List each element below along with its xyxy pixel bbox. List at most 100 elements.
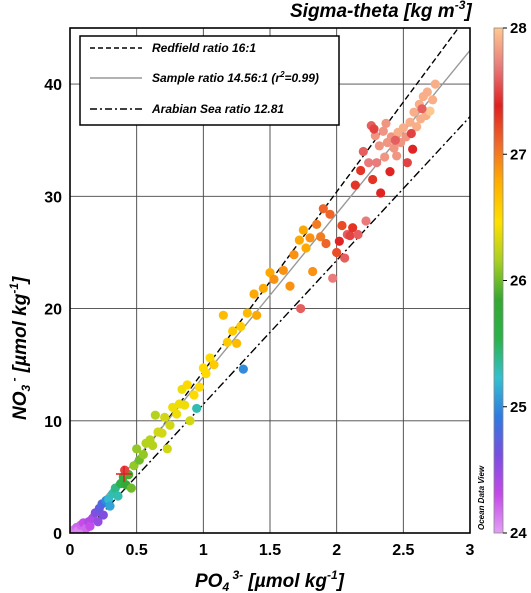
- colorbar-title-main: Sigma-theta [kg m: [290, 1, 455, 22]
- data-point: [182, 380, 192, 390]
- data-point: [385, 167, 395, 177]
- data-point: [340, 253, 350, 263]
- y-axis-label-sup: -: [7, 377, 21, 384]
- data-point: [428, 95, 438, 105]
- x-tick-label: 2.5: [392, 542, 414, 559]
- data-point: [390, 135, 400, 145]
- ocean-data-view-watermark: Ocean Data View: [477, 465, 486, 530]
- data-point: [289, 250, 299, 260]
- data-point: [93, 517, 103, 527]
- data-point: [408, 144, 418, 154]
- data-point: [180, 400, 190, 410]
- data-point: [350, 180, 360, 190]
- x-tick-label: 2: [332, 542, 341, 559]
- data-point: [328, 273, 338, 283]
- legend-label-redfield: Redfield ratio 16:1: [152, 41, 256, 55]
- data-point: [308, 266, 318, 277]
- data-point: [389, 143, 399, 153]
- data-point: [364, 158, 374, 168]
- x-axis-label-close: ]: [336, 571, 345, 592]
- data-point: [162, 444, 172, 454]
- x-axis-label-sup: 3-: [229, 568, 243, 582]
- legend-box: [79, 35, 340, 126]
- y-axis-label-main: NO: [10, 391, 31, 420]
- data-point: [85, 521, 95, 531]
- data-point: [278, 265, 288, 275]
- data-point: [417, 104, 427, 114]
- data-point: [285, 281, 295, 291]
- data-point: [332, 247, 342, 258]
- data-point: [301, 243, 311, 253]
- legend: Redfield ratio 16:1 Sample ratio 14.56:1…: [79, 35, 340, 126]
- x-tick-label: 0: [66, 542, 75, 559]
- data-point: [98, 510, 108, 520]
- x-axis-label-main: PO: [195, 571, 223, 592]
- y-tick-label: 20: [44, 302, 62, 319]
- data-point: [209, 360, 219, 370]
- y-axis-label-text: NO3 - [µmol kg-1]: [7, 276, 33, 420]
- data-point: [398, 123, 408, 133]
- legend-sample-tail: =0.99): [285, 71, 319, 85]
- data-point: [392, 151, 402, 161]
- data-point: [157, 428, 167, 438]
- data-point: [368, 174, 378, 185]
- y-axis-label-sub: 3: [19, 385, 33, 392]
- data-point: [126, 483, 136, 493]
- x-tick-label: 3: [466, 542, 475, 559]
- x-tick-label: 0.5: [126, 542, 148, 559]
- data-point: [318, 204, 328, 214]
- data-point: [337, 220, 347, 231]
- data-point: [189, 390, 199, 400]
- colorbar: [493, 27, 504, 534]
- legend-label-sample: Sample ratio 14.56:1 (r2=0.99): [152, 70, 319, 85]
- colorbar-tick-label: 25: [510, 399, 527, 416]
- data-point: [402, 158, 412, 168]
- x-axis-label-exp: -1: [327, 568, 338, 582]
- data-point: [405, 117, 415, 127]
- red-cross-marker: [116, 466, 132, 482]
- data-point: [249, 289, 259, 299]
- data-point: [348, 223, 358, 233]
- data-point: [242, 308, 252, 318]
- data-point: [422, 87, 432, 97]
- data-point: [374, 141, 384, 151]
- data-point: [381, 118, 391, 128]
- data-point: [378, 126, 388, 136]
- data-point: [269, 274, 279, 284]
- data-point: [228, 326, 238, 336]
- data-point: [218, 310, 228, 320]
- data-point: [205, 353, 215, 363]
- legend-sample-superscript: 2: [279, 70, 285, 79]
- x-tick-label: 1: [199, 542, 208, 559]
- x-tick-label: 1.5: [259, 542, 281, 559]
- data-point: [316, 232, 326, 242]
- colorbar-tick-label: 28: [510, 20, 527, 37]
- data-point: [252, 310, 262, 320]
- data-point: [372, 158, 382, 168]
- y-tick-labels: 0 10 20 30 40: [44, 77, 62, 543]
- data-point: [305, 233, 315, 243]
- data-point: [369, 124, 379, 134]
- data-point: [296, 303, 306, 314]
- data-point: [345, 231, 355, 241]
- data-point: [353, 229, 363, 240]
- data-point: [294, 235, 304, 245]
- data-point: [358, 146, 368, 157]
- ratio-line-2: [82, 116, 470, 533]
- x-tick-labels: 0 0.5 1 1.5 2 2.5 3: [66, 542, 475, 559]
- data-point: [201, 369, 211, 379]
- data-point: [312, 219, 322, 229]
- data-point: [165, 420, 175, 430]
- data-point: [148, 440, 158, 451]
- data-point: [425, 106, 435, 116]
- y-axis-label: NO3 - [µmol kg-1]: [7, 276, 33, 420]
- data-point: [258, 283, 268, 293]
- y-tick-label: 30: [44, 189, 62, 206]
- data-point: [334, 236, 344, 246]
- data-point: [113, 491, 123, 501]
- data-point: [412, 122, 422, 132]
- data-point: [150, 410, 160, 420]
- data-point: [194, 382, 204, 392]
- colorbar-tick-label: 27: [510, 146, 527, 163]
- legend-sample-main: Sample ratio 14.56:1 (r: [152, 71, 281, 85]
